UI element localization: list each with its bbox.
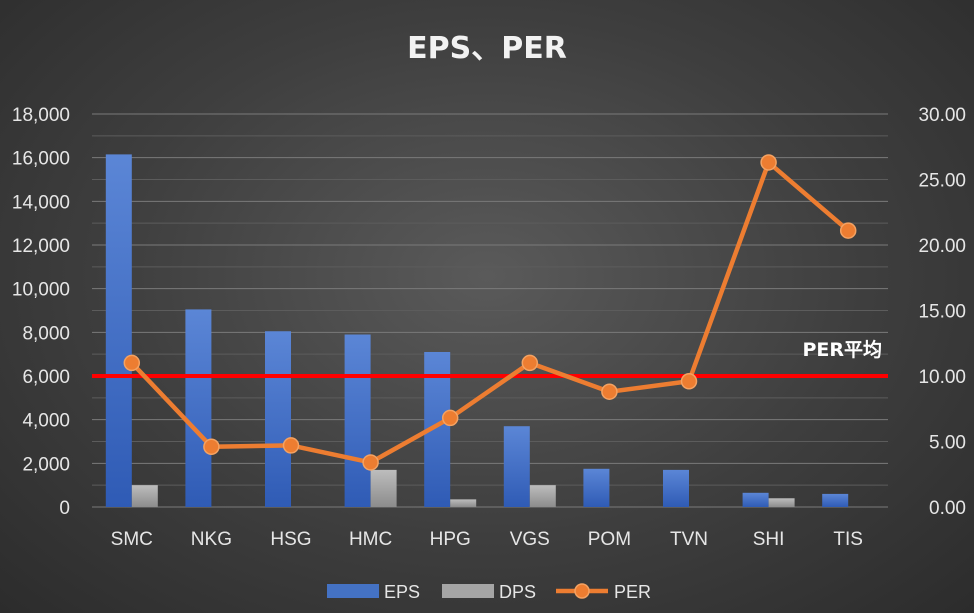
eps-bar — [344, 334, 371, 507]
right-axis: 0.00 5.00 10.00 15.00 20.00 25.00 30.00 — [918, 105, 966, 519]
legend-dps-label: DPS — [499, 582, 536, 602]
legend-eps-label: EPS — [384, 582, 420, 602]
chart-title: EPS、PER — [407, 31, 567, 66]
per-point — [282, 437, 300, 454]
per-line — [130, 160, 850, 465]
grid — [92, 113, 888, 508]
eps-bar — [583, 468, 610, 507]
eps-bar — [265, 331, 291, 507]
legend-per-label: PER — [614, 582, 651, 602]
category-label: VGS — [510, 529, 550, 550]
per-point — [601, 383, 618, 400]
right-tick-label: 20.00 — [918, 236, 966, 257]
category-label: SMC — [111, 529, 153, 550]
left-tick-label: 14,000 — [12, 192, 70, 213]
reference-line-group: PER平均 — [92, 338, 888, 378]
legend-dps-swatch — [442, 584, 494, 598]
left-tick-label: 4,000 — [22, 411, 70, 432]
right-tick-label: 30.00 — [918, 105, 966, 126]
per-point — [760, 154, 777, 171]
category-label: TIS — [833, 529, 863, 550]
eps-bar — [822, 493, 849, 507]
category-label: HMC — [349, 529, 392, 550]
per-point — [123, 354, 141, 372]
dps-bar — [131, 485, 158, 507]
right-tick-label: 0.00 — [929, 498, 966, 519]
right-tick-label: 10.00 — [918, 367, 966, 388]
per-point — [441, 409, 459, 427]
category-label: POM — [588, 529, 631, 550]
category-label: TVN — [670, 529, 708, 550]
eps-bar — [185, 309, 212, 507]
right-tick-label: 5.00 — [929, 433, 966, 454]
left-axis: 0 2,000 4,000 6,000 8,000 10,000 12,000 14,000 1… — [12, 105, 70, 519]
eps-bar — [663, 469, 689, 507]
left-tick-label: 2,000 — [22, 454, 70, 475]
left-tick-label: 12,000 — [12, 236, 70, 257]
per-point — [680, 372, 698, 390]
dps-bar — [768, 498, 795, 507]
eps-bar — [742, 492, 769, 507]
legend: EPS DPS PER — [327, 582, 651, 602]
category-labels: SMC NKG HSG HMC HPG VGS POM TVN SHI TIS — [111, 529, 863, 550]
left-tick-label: 16,000 — [12, 149, 70, 170]
left-tick-label: 8,000 — [22, 323, 70, 344]
per-point — [362, 454, 379, 471]
eps-bar — [105, 154, 132, 507]
legend-eps-swatch — [327, 584, 379, 598]
right-tick-label: 15.00 — [918, 302, 966, 323]
per-point — [203, 438, 220, 455]
bars — [105, 154, 849, 507]
left-tick-label: 6,000 — [22, 367, 70, 388]
per-average-label: PER平均 — [802, 338, 882, 361]
dps-bar — [529, 485, 556, 507]
left-tick-label: 18,000 — [12, 105, 70, 126]
right-tick-label: 25.00 — [918, 171, 966, 192]
left-tick-label: 0 — [59, 498, 70, 519]
category-label: HSG — [270, 529, 311, 550]
legend-per-marker — [574, 583, 590, 599]
per-line-group — [123, 154, 857, 471]
category-label: NKG — [191, 529, 232, 550]
per-point — [839, 222, 857, 239]
left-tick-label: 10,000 — [12, 280, 70, 301]
dps-bar — [450, 499, 477, 507]
category-label: HPG — [430, 529, 471, 550]
category-label: SHI — [753, 529, 785, 550]
per-point — [521, 354, 539, 372]
dps-bar — [370, 469, 397, 507]
eps-bar — [503, 426, 530, 507]
